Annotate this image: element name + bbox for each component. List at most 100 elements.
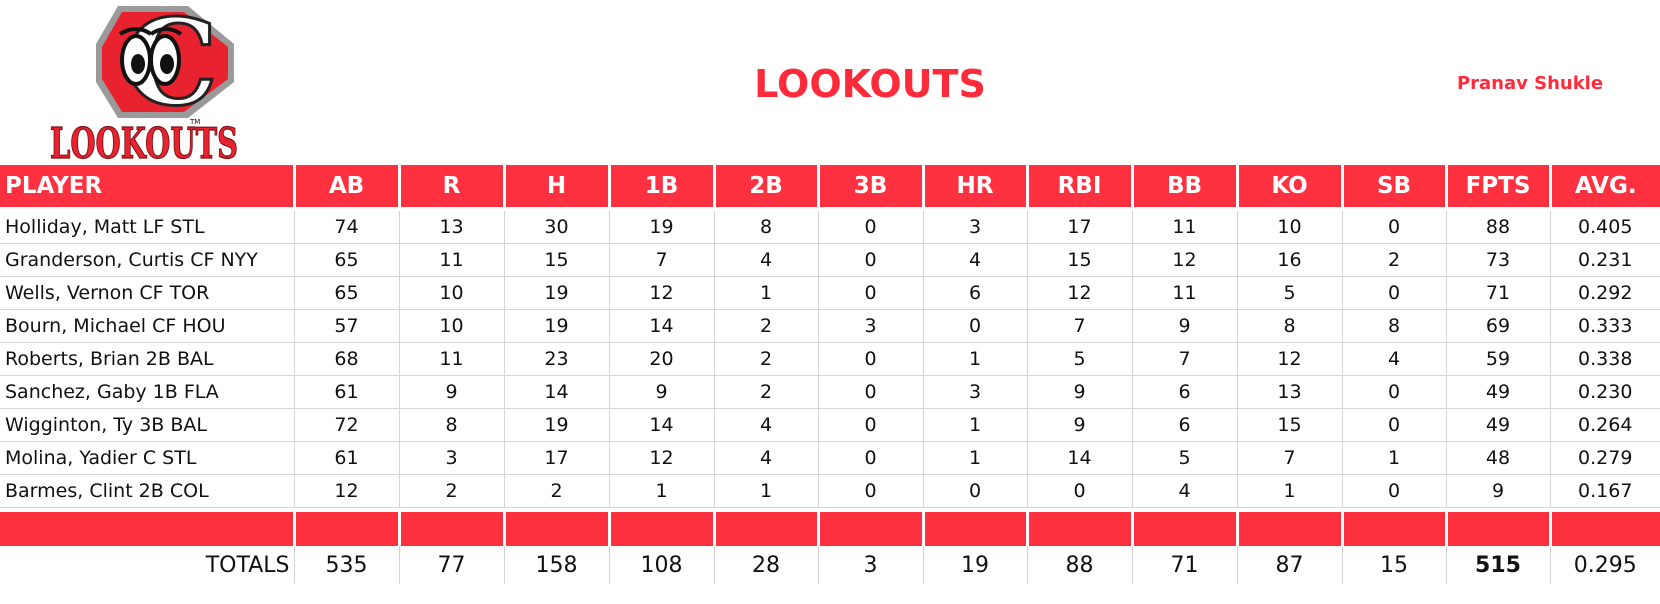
spacer-cell [609,512,716,546]
stat-bb: 7 [1132,342,1238,376]
total-1b: 108 [609,546,715,584]
total-3b: 3 [818,546,924,584]
total-rbi: 88 [1027,546,1133,584]
table-row: Granderson, Curtis CF NYY 65 11 15 7 4 0 4 15 12 1… [0,243,1660,277]
spacer-cell [1027,512,1134,546]
stat-r: 11 [399,342,505,376]
stat-r: 11 [399,243,505,277]
player-name: Bourn, Michael CF HOU [0,309,295,343]
stat-h: 15 [504,243,610,277]
stat-sb: 2 [1342,243,1447,277]
player-name: Holliday, Matt LF STL [0,211,295,244]
column-header-h: H [504,165,611,207]
stat-ko: 16 [1237,243,1343,277]
stat-sb: 0 [1342,408,1447,442]
logo-left-pupil [131,54,145,74]
table-row: Wells, Vernon CF TOR 65 10 19 12 1 0 6 12 11 5 0 71 0… [0,276,1660,310]
stat-ab: 61 [294,375,400,409]
stat-avg: 0.405 [1550,211,1660,244]
total-r: 77 [399,546,505,584]
stat-bb: 12 [1132,243,1238,277]
stat-rbi: 14 [1027,441,1133,475]
stat-ko: 5 [1237,276,1343,310]
column-header-ko: KO [1237,165,1344,207]
stat-rbi: 9 [1027,375,1133,409]
total-bb: 71 [1132,546,1238,584]
stat-2b: 4 [714,441,819,475]
stat-sb: 0 [1342,276,1447,310]
stat-fpts: 69 [1446,309,1551,343]
stat-avg: 0.292 [1550,276,1660,310]
stat-fpts: 59 [1446,342,1551,376]
stat-avg: 0.230 [1550,375,1660,409]
total-avg: 0.295 [1573,552,1637,578]
red-spacer-row [0,512,1660,546]
stat-r: 9 [399,375,505,409]
stat-hr: 6 [923,276,1028,310]
stat-h: 19 [504,276,610,310]
totals-row: TOTALS 535 77 158 108 28 3 19 88 71 87 1… [0,546,1660,584]
stat-ko: 10 [1237,211,1343,244]
stat-h: 14 [504,375,610,409]
stat-1b: 20 [609,342,715,376]
player-name: Barmes, Clint 2B COL [0,474,295,508]
column-header-hr: HR [923,165,1029,207]
stat-fpts: 48 [1446,441,1551,475]
lookouts-logo: C TM LOOKOUTS [49,0,238,165]
stat-r: 8 [399,408,505,442]
stat-1b: 14 [609,408,715,442]
column-header-avg: AVG. [1550,165,1660,207]
stat-h: 23 [504,342,610,376]
stat-bb: 9 [1132,309,1238,343]
stat-fpts: 9 [1446,474,1551,508]
stat-2b: 1 [714,276,819,310]
column-header-2b: 2B [714,165,820,207]
spacer-cell [714,512,820,546]
column-header-sb: SB [1342,165,1448,207]
stat-fpts: 88 [1446,211,1551,244]
column-header-player: PLAYER [0,165,296,207]
stat-bb: 5 [1132,441,1238,475]
spacer-cell [294,512,401,546]
table-row: Barmes, Clint 2B COL 12 2 2 1 1 0 0 0 4 1 0 9 0.167 [0,474,1660,508]
column-header-1b: 1B [609,165,716,207]
stat-hr: 1 [923,342,1028,376]
table-row: Roberts, Brian 2B BAL 68 11 23 20 2 0 1 5 7 12 4 59 0… [0,342,1660,376]
stat-ko: 1 [1237,474,1343,508]
total-ab: 535 [294,546,400,584]
column-header-fpts: FPTS [1446,165,1552,207]
logo-trademark: TM [189,118,200,126]
stat-h: 19 [504,309,610,343]
stat-3b: 0 [818,276,924,310]
spacer-cell [1550,512,1660,546]
stat-avg: 0.333 [1550,309,1660,343]
stat-bb: 11 [1132,211,1238,244]
team-title: LOOKOUTS [754,62,986,106]
stat-hr: 4 [923,243,1028,277]
totals-label: TOTALS [0,546,295,584]
table-row: Bourn, Michael CF HOU 57 10 19 14 2 3 0 7 9 8 8 69 0.… [0,309,1660,343]
stat-2b: 1 [714,474,819,508]
stat-ab: 65 [294,243,400,277]
column-header-3b: 3B [818,165,925,207]
spacer-cell [923,512,1029,546]
stat-fpts: 71 [1446,276,1551,310]
stat-fpts: 73 [1446,243,1551,277]
stat-rbi: 0 [1027,474,1133,508]
batting-stats-table: PLAYER AB R H 1B 2B 3B HR RBI BB KO SB F… [0,165,1660,584]
stat-3b: 3 [818,309,924,343]
stat-avg: 0.279 [1550,441,1660,475]
spacer-cell [1342,512,1448,546]
spacer-cell [1132,512,1239,546]
spacer-cell [504,512,611,546]
stat-rbi: 17 [1027,211,1133,244]
stat-bb: 6 [1132,408,1238,442]
player-name: Sanchez, Gaby 1B FLA [0,375,295,409]
stat-rbi: 9 [1027,408,1133,442]
stat-2b: 4 [714,408,819,442]
stat-r: 2 [399,474,505,508]
table-row: Sanchez, Gaby 1B FLA 61 9 14 9 2 0 3 9 6 13 0 49 0.23… [0,375,1660,409]
stat-h: 2 [504,474,610,508]
stat-ab: 72 [294,408,400,442]
stat-ab: 68 [294,342,400,376]
